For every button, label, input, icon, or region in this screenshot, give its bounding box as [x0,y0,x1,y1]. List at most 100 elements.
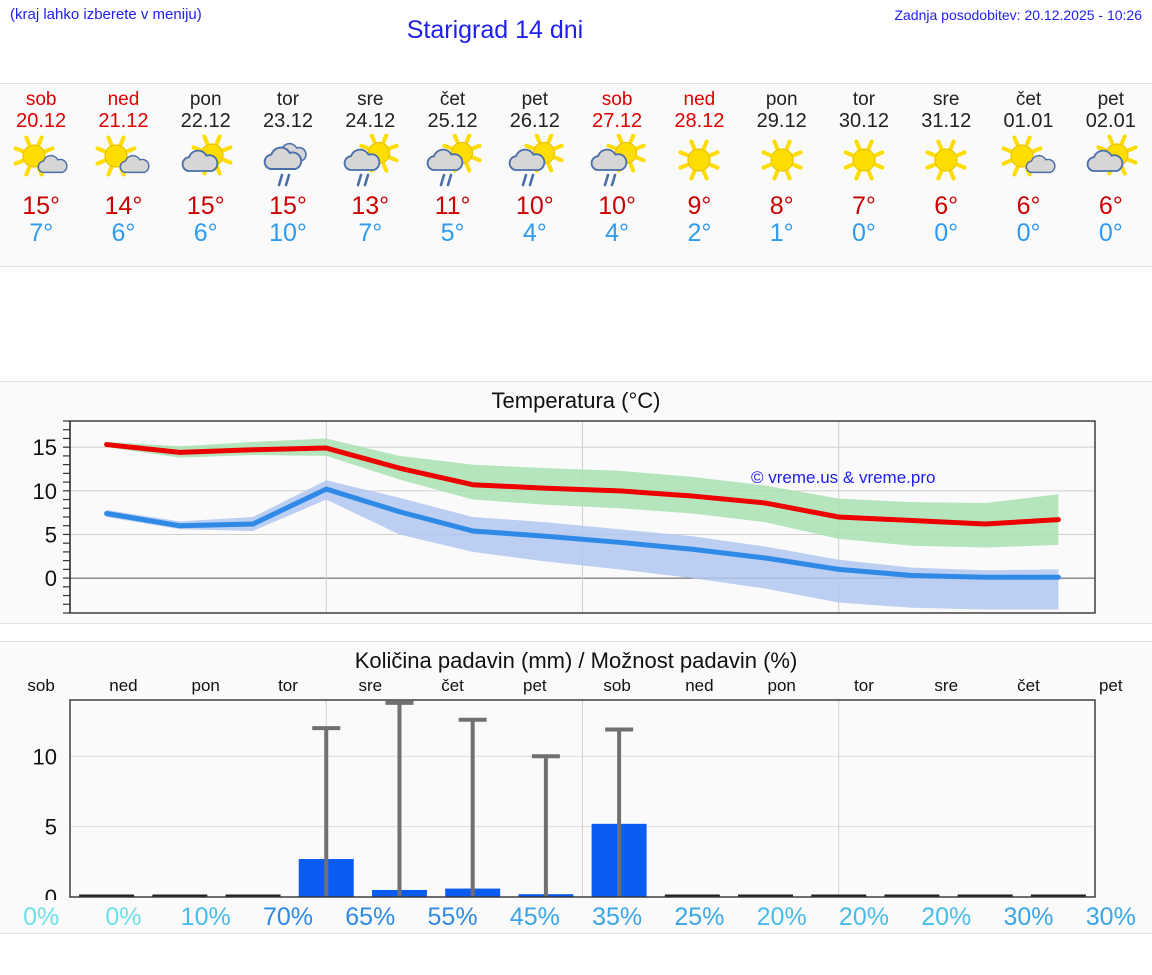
temperature-y-tick-label: 15 [33,435,57,460]
day-min-temperature: 0° [934,219,959,247]
precipitation-day-labels: sob ned pon tor sre čet pet sob ned pon tor sre čet p… [0,676,1152,698]
precipitation-probability-label: 55% [427,902,478,931]
day-name: pet [1097,89,1124,110]
forecast-day-column[interactable]: čet 01.01 6° 0° [987,84,1069,266]
forecast-day-column[interactable]: pon 22.12 15° 6° [165,84,247,266]
precipitation-probability-label: 30% [1003,902,1054,931]
day-min-temperature: 4° [605,219,630,247]
cloud-sun-icon [167,134,245,190]
day-max-temperature: 6° [1016,192,1041,220]
day-date: 21.12 [98,110,149,132]
day-min-temperature: 1° [769,219,794,247]
precipitation-chart-title: Količina padavin (mm) / Možnost padavin … [354,648,798,673]
day-name: sob [601,89,633,110]
forecast-day-column[interactable]: pet 02.01 6° 0° [1070,84,1152,266]
forecast-day-column[interactable]: pon 29.12 8° 1° [741,84,823,266]
day-date: 23.12 [262,110,314,132]
forecast-day-column[interactable]: pet 26.12 10° 4° [494,84,576,266]
forecast-days-strip: sob 20.12 15° 7° ned 21.12 14° 6° pon 22.12 15° 6° t… [0,83,1152,267]
day-date: 26.12 [509,110,560,132]
precipitation-day-label: tor [278,676,298,695]
precipitation-whisker [531,754,560,897]
last-updated-text: Zadnja posodobitev: 20.12.2025 - 10:26 [894,7,1142,23]
precipitation-day-label: sre [358,676,383,695]
cloud-sun-rain-icon [578,134,656,190]
precipitation-whisker [312,726,341,897]
forecast-day-column[interactable]: sre 31.12 6° 0° [905,84,987,266]
sun-icon [660,134,738,190]
day-name: pon [189,89,222,110]
forecast-day-column[interactable]: tor 23.12 15° 10° [247,84,329,266]
precipitation-day-label: ned [109,676,138,695]
day-name: čet [1015,89,1042,110]
precipitation-bar [1030,894,1086,897]
menu-hint-text: (kraj lahko izberete v meniju) [10,6,202,23]
forecast-day-column[interactable]: čet 25.12 11° 5° [411,84,493,266]
precipitation-day-label: sob [27,676,55,695]
precipitation-whisker [605,727,634,897]
cloud-rain-icon [249,134,327,190]
day-min-temperature: 0° [852,219,876,247]
precipitation-whisker [458,717,487,897]
precipitation-day-label: ned [685,676,714,695]
cloud-sun-rain-icon [496,134,574,190]
precipitation-whisker [385,700,414,897]
precipitation-bar [79,894,135,897]
forecast-day-column[interactable]: tor 30.12 7° 0° [823,84,905,266]
precipitation-probability-labels: 0% 0% 10% 70% 65% 55% 45% 35% 25% 20% 20% 20% 30% 30% [0,900,1152,934]
temperature-y-tick-label: 5 [45,522,57,547]
precipitation-probability-label: 0% [23,902,60,931]
precipitation-y-tick-label: 5 [45,815,57,840]
day-max-temperature: 10° [598,192,637,220]
day-name: pet [521,89,549,110]
forecast-day-column[interactable]: ned 28.12 9° 2° [658,84,740,266]
forecast-day-column[interactable]: sob 27.12 10° 4° [576,84,658,266]
day-max-temperature: 11° [434,192,471,220]
forecast-day-column[interactable]: ned 21.12 14° 6° [82,84,164,266]
page-header: (kraj lahko izberete v meniju) Starigrad… [0,0,1152,80]
day-name: ned [683,89,716,110]
day-max-temperature: 15° [186,192,225,220]
temperature-y-tick-label: 10 [33,479,57,504]
precipitation-probability-label: 70% [262,902,313,931]
precipitation-probability-label: 20% [838,902,889,931]
day-max-temperature: 15° [269,192,307,220]
precipitation-bar [738,894,794,897]
day-date: 22.12 [180,110,231,132]
day-date: 28.12 [674,110,725,132]
precipitation-day-label: pet [1098,676,1123,695]
temperature-chart: 0 5 10 15 [33,420,1096,614]
day-date: 01.01 [1003,110,1054,132]
day-max-temperature: 8° [769,192,794,220]
precipitation-probability-label: 20% [921,902,972,931]
precipitation-bar [811,894,867,897]
sun-icon [907,134,985,190]
precipitation-probability-label: 45% [509,902,560,931]
precipitation-probability-label: 20% [756,902,807,931]
precipitation-y-tick-label: 10 [33,744,57,769]
precipitation-bar [152,894,208,897]
day-date: 20.12 [16,110,67,132]
day-min-temperature: 10° [269,219,307,247]
day-date: 25.12 [427,110,478,132]
day-name: pon [765,89,798,110]
forecast-day-column[interactable]: sre 24.12 13° 7° [329,84,411,266]
day-max-temperature: 6° [1098,192,1123,220]
precipitation-bar [664,894,720,897]
day-name: sre [933,89,960,110]
precipitation-probability-label: 35% [592,902,643,931]
day-name: tor [276,89,300,110]
day-min-temperature: 2° [687,219,712,247]
sun-cloud-icon [84,134,162,190]
forecast-day-column[interactable]: sob 20.12 15° 7° [0,84,82,266]
precipitation-day-label: čet [1017,676,1040,695]
day-name: sob [25,89,57,110]
day-max-temperature: 13° [351,192,390,220]
precipitation-bar [957,894,1013,897]
day-name: tor [852,89,876,110]
precipitation-day-label: pet [523,676,547,695]
precipitation-y-tick-label: 0 [45,885,57,900]
precipitation-probability-label: 65% [345,902,396,931]
sun-cloud-icon [2,134,80,190]
day-date: 31.12 [921,110,972,132]
